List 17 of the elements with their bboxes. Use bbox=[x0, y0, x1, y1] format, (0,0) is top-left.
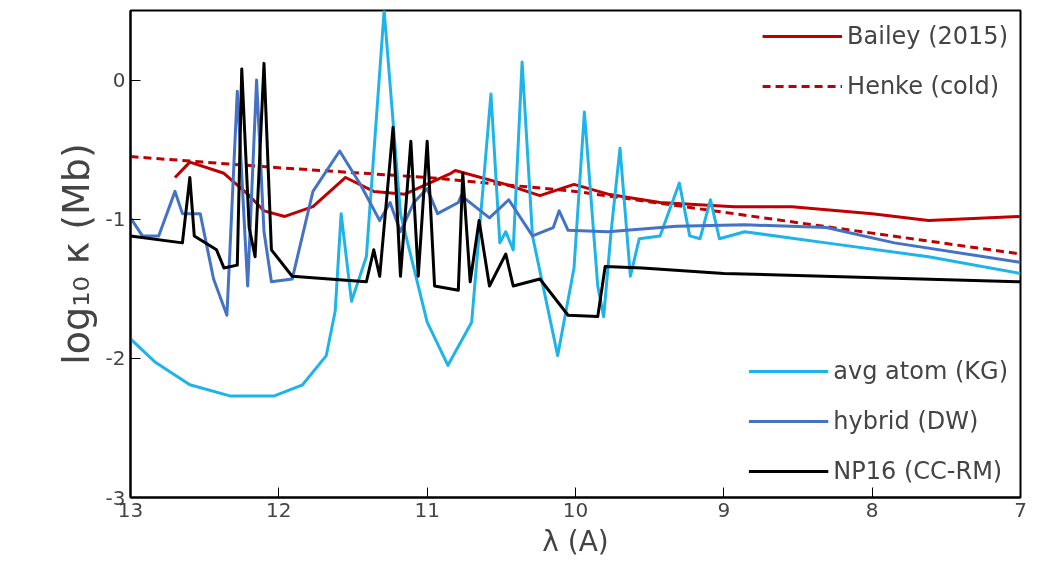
y-axis-title: log₁₀ κ (Mb) bbox=[53, 143, 98, 365]
legend-label: Bailey (2015) bbox=[847, 22, 1008, 50]
legend-label: hybrid (DW) bbox=[833, 407, 979, 435]
line-series bbox=[130, 10, 1021, 398]
y-tick-label: 0 bbox=[112, 68, 126, 93]
x-tick-label: 8 bbox=[865, 497, 879, 522]
legend-label: Henke (cold) bbox=[847, 72, 1000, 100]
legend-label: NP16 (CC-RM) bbox=[833, 457, 1003, 485]
x-tick-label: 11 bbox=[414, 497, 440, 522]
x-tick-label: 7 bbox=[1014, 497, 1027, 522]
x-tick-label: 12 bbox=[266, 497, 292, 522]
y-tick-label: -2 bbox=[105, 346, 126, 371]
legend-label: avg atom (KG) bbox=[833, 357, 1008, 385]
y-tick-label: -1 bbox=[105, 207, 126, 232]
x-tick-label: 9 bbox=[717, 497, 731, 522]
x-tick-label: 10 bbox=[562, 497, 589, 522]
x-axis-title: λ (A) bbox=[542, 524, 609, 558]
